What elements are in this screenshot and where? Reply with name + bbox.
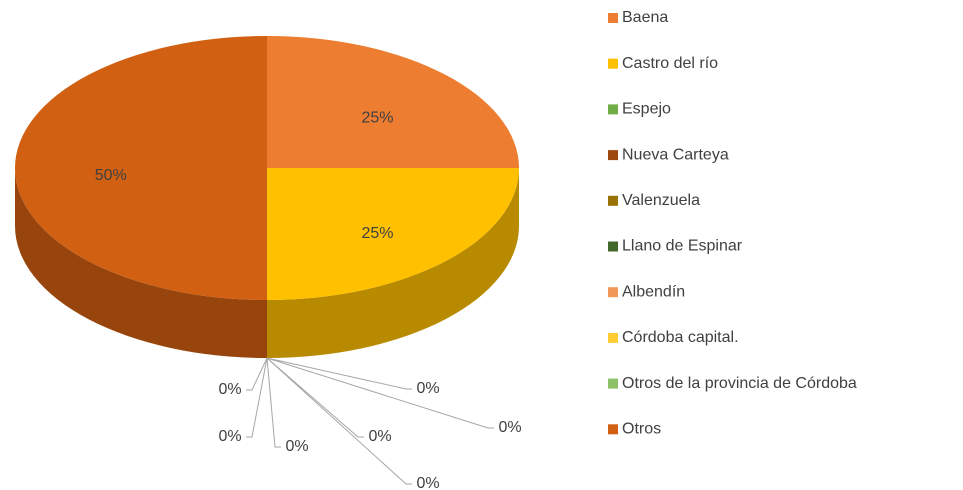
legend-label: Nueva Carteya: [622, 146, 729, 163]
slice-side: [267, 168, 519, 358]
leader-line: [246, 357, 268, 438]
data-label: 0%: [498, 419, 521, 436]
slice: [15, 36, 267, 300]
slice: [267, 36, 519, 168]
legend-label: Valenzuela: [622, 192, 700, 209]
legend-swatch: [608, 378, 618, 389]
data-label: 0%: [368, 428, 391, 445]
data-label: 0%: [416, 475, 439, 490]
legend-swatch: [608, 424, 618, 435]
slice: [267, 168, 519, 300]
legend-swatch: [608, 241, 618, 252]
legend-swatch: [608, 58, 618, 69]
legend-swatch: [608, 287, 618, 298]
data-label: 0%: [218, 381, 241, 398]
legend-swatch: [608, 332, 618, 343]
legend-label: Córdoba capital.: [622, 329, 739, 346]
legend-label: Baena: [622, 9, 668, 26]
leader-line: [266, 357, 412, 390]
legend-label: Otros de la provincia de Córdoba: [622, 375, 857, 392]
slice-side: [15, 168, 267, 358]
legend-swatch: [608, 13, 618, 23]
leader-line: [266, 357, 364, 438]
legend-swatch: [608, 150, 618, 161]
data-label: 25%: [361, 225, 393, 242]
legend-label: Albendín: [622, 283, 685, 300]
data-label: 0%: [416, 380, 439, 397]
leader-line: [246, 357, 268, 391]
legend-swatch: [608, 195, 618, 206]
legend-label: Otros: [622, 421, 661, 438]
leader-line: [266, 357, 281, 448]
data-label: 50%: [95, 167, 127, 184]
data-label: 0%: [218, 428, 241, 445]
legend-label: Llano de Espinar: [622, 238, 743, 255]
legend-swatch: [608, 104, 618, 115]
leader-line: [266, 357, 494, 429]
leader-line: [266, 357, 412, 485]
data-label: 25%: [361, 109, 393, 126]
legend-label: Espejo: [622, 101, 671, 118]
legend-label: Castro del río: [622, 55, 718, 72]
data-label: 0%: [285, 438, 308, 455]
